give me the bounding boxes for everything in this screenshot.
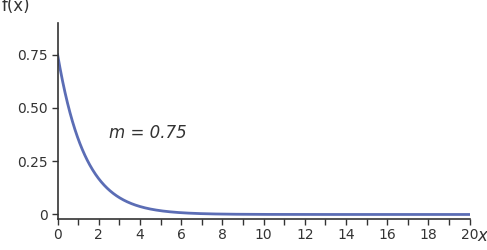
Y-axis label: f(x): f(x) <box>2 0 31 15</box>
Text: m = 0.75: m = 0.75 <box>109 124 187 142</box>
X-axis label: x: x <box>477 226 487 244</box>
